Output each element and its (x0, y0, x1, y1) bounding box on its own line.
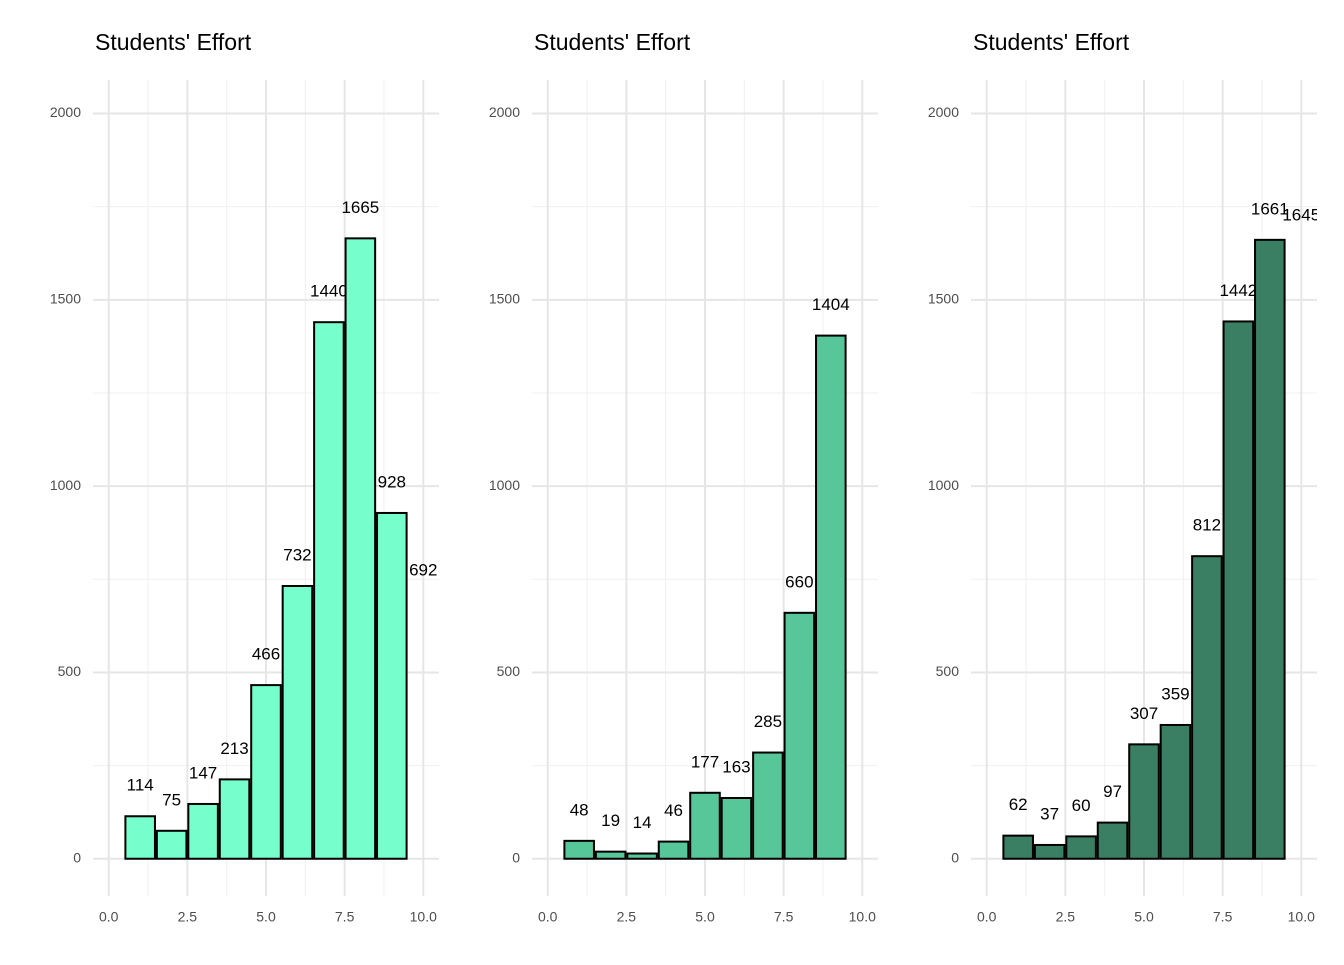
value-label: 466 (252, 645, 280, 664)
bar (626, 852, 658, 860)
value-label: 359 (1161, 684, 1189, 703)
y-tick-label: 2000 (489, 104, 520, 120)
y-tick-label: 500 (58, 663, 82, 679)
value-label: 147 (189, 763, 217, 782)
bar (250, 684, 282, 860)
bar (124, 815, 156, 860)
y-tick-label: 1500 (50, 291, 81, 307)
chart-title: Students' Effort (95, 29, 252, 55)
x-tick-label: 7.5 (335, 909, 355, 925)
y-tick-label: 0 (73, 849, 81, 865)
bar (155, 829, 188, 860)
value-label: 692 (409, 560, 437, 579)
bar (783, 611, 816, 860)
panel: 0 500 1000 1500 2000 0.0 2.5 5.0 7.5 10.0 Students… (489, 29, 878, 925)
x-tick-label: 2.5 (1056, 909, 1076, 925)
value-label: 177 (691, 752, 719, 771)
x-tick-label: 2.5 (178, 909, 198, 925)
chart-title: Students' Effort (534, 29, 691, 55)
value-label: 1661 (1251, 199, 1289, 218)
x-tick-label: 5.0 (1134, 909, 1154, 925)
bar (218, 778, 251, 860)
chart-title: Students' Effort (973, 29, 1130, 55)
y-tick-label: 1000 (489, 477, 520, 493)
x-tick-label: 0.0 (538, 909, 558, 925)
bar (313, 321, 345, 860)
x-tick-label: 10.0 (1288, 909, 1315, 925)
y-tick-label: 2000 (50, 104, 81, 120)
value-label: 75 (162, 790, 181, 809)
value-label: 163 (722, 757, 750, 776)
value-label: 213 (220, 739, 248, 758)
y-tick-label: 500 (497, 663, 521, 679)
value-label: 660 (785, 572, 813, 591)
bar (689, 791, 721, 860)
value-label: 928 (378, 472, 406, 491)
y-tick-label: 0 (951, 849, 959, 865)
x-tick-label: 0.0 (977, 909, 997, 925)
value-label: 46 (664, 801, 683, 820)
bar (1033, 843, 1066, 860)
x-tick-label: 7.5 (1213, 909, 1233, 925)
y-tick-label: 1000 (50, 477, 81, 493)
value-label: 1665 (341, 198, 379, 217)
value-label: 62 (1009, 795, 1028, 814)
y-tick-label: 2000 (928, 104, 959, 120)
x-tick-label: 7.5 (774, 909, 794, 925)
bar (1222, 320, 1255, 860)
value-label: 1442 (1219, 281, 1257, 300)
bar (1096, 821, 1129, 860)
value-label: 1404 (812, 295, 850, 314)
value-label: 97 (1103, 782, 1122, 801)
y-tick-label: 1500 (489, 291, 520, 307)
bar (752, 751, 784, 860)
bar (281, 584, 314, 860)
bar (376, 511, 408, 860)
x-tick-label: 10.0 (849, 909, 876, 925)
bar (657, 840, 690, 860)
value-label: 114 (127, 776, 154, 795)
bar (187, 802, 219, 860)
panel: 0 500 1000 1500 2000 0.0 2.5 5.0 7.5 10.0 Students… (50, 29, 439, 925)
value-label: 285 (754, 712, 782, 731)
bar (1254, 238, 1286, 860)
x-tick-label: 5.0 (695, 909, 715, 925)
bar (344, 237, 377, 860)
bar (1128, 743, 1160, 860)
x-tick-label: 5.0 (256, 909, 276, 925)
value-label: 14 (633, 813, 652, 832)
bar (1159, 723, 1192, 860)
y-tick-label: 0 (512, 849, 520, 865)
x-tick-label: 10.0 (410, 909, 437, 925)
value-label: 812 (1193, 516, 1221, 535)
value-label: 60 (1072, 796, 1091, 815)
y-tick-label: 1500 (928, 291, 959, 307)
value-label: 307 (1130, 704, 1158, 723)
bar (594, 850, 627, 860)
bar (720, 797, 753, 860)
y-tick-label: 1000 (928, 477, 959, 493)
value-label: 19 (601, 811, 620, 830)
value-label: 1440 (310, 282, 348, 301)
bar (1191, 555, 1223, 860)
bar (1065, 835, 1097, 860)
value-labels: 48 19 14 46 177 163 285 660 1404 (570, 295, 850, 832)
bar (815, 334, 847, 860)
panel: 0 500 1000 1500 2000 0.0 2.5 5.0 7.5 10.0 Students… (928, 29, 1320, 925)
value-label: 1645 (1282, 205, 1320, 224)
x-tick-label: 0.0 (99, 909, 119, 925)
value-label: 732 (283, 545, 311, 564)
bar (1002, 834, 1034, 860)
x-tick-label: 2.5 (617, 909, 637, 925)
value-label: 37 (1040, 804, 1059, 823)
value-label: 48 (570, 800, 589, 819)
y-tick-label: 500 (936, 663, 960, 679)
bar (563, 839, 595, 860)
